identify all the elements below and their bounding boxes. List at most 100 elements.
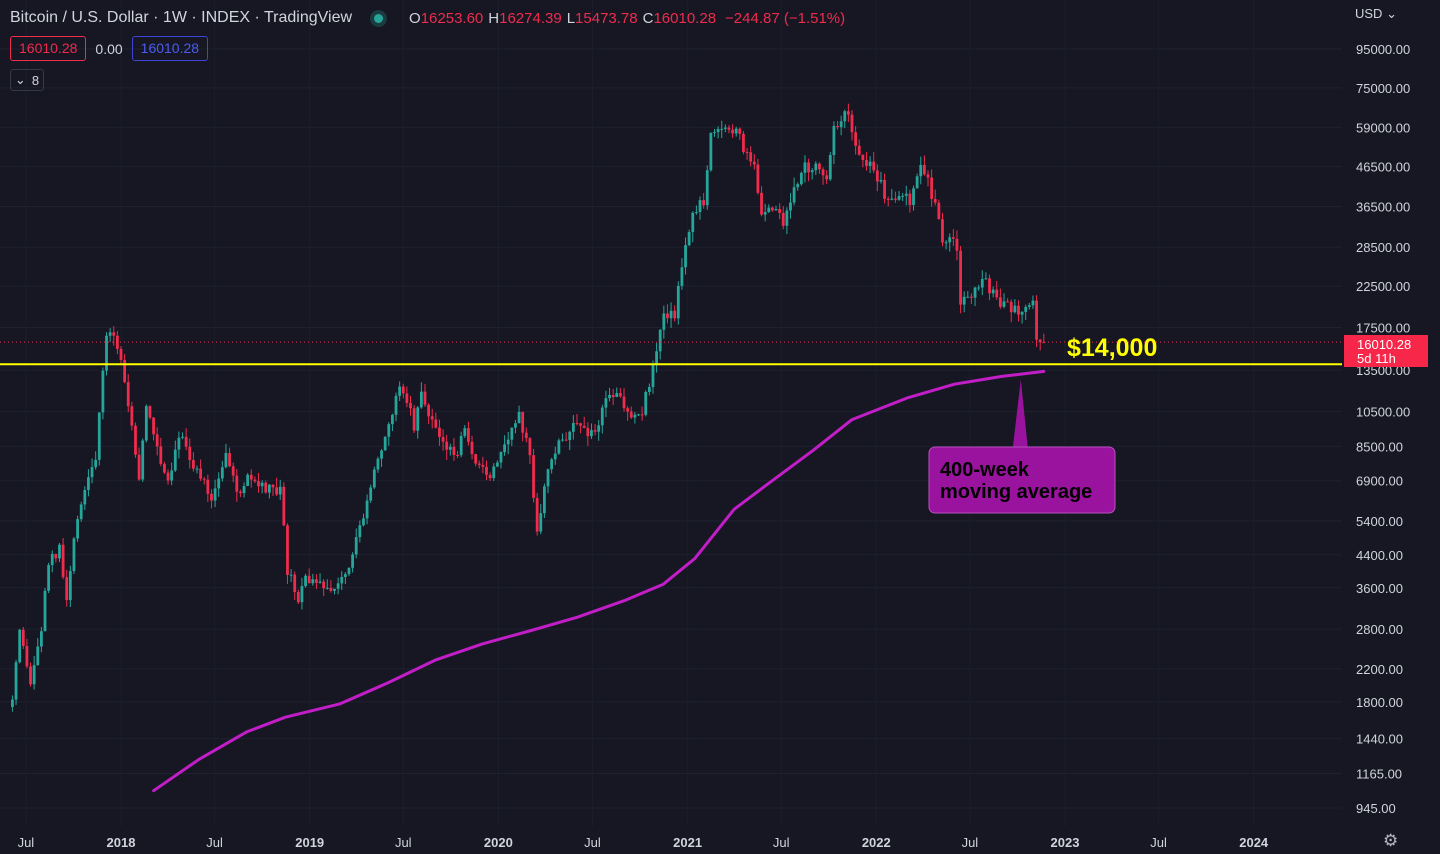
candle [275, 477, 279, 496]
candle [108, 328, 112, 342]
candle [296, 589, 300, 604]
candle-body [362, 518, 365, 526]
candle [65, 569, 69, 607]
candle [575, 414, 579, 426]
candle-body [144, 406, 148, 441]
candle [427, 403, 431, 424]
candle-body [828, 155, 832, 180]
candle-body [275, 487, 279, 495]
candle [586, 422, 590, 446]
candle [702, 193, 706, 209]
candle-body [195, 468, 199, 470]
candle-body [944, 242, 948, 244]
candle [742, 130, 745, 155]
candle [839, 115, 843, 136]
candle [141, 438, 145, 482]
candle [745, 147, 749, 160]
candle [333, 588, 336, 595]
candle [991, 286, 995, 298]
candle [738, 127, 742, 140]
candle-body [499, 452, 503, 463]
candle-body [155, 434, 159, 447]
candle-body [58, 544, 61, 559]
close-label: C [642, 9, 654, 27]
candle [315, 574, 318, 590]
indicators-collapse-button[interactable]: ⌄ 8 [10, 69, 44, 91]
candle-body [347, 567, 351, 575]
market-status-icon[interactable] [374, 13, 384, 23]
ma-badge[interactable]: 16010.28 [131, 36, 209, 61]
candle-body [130, 406, 134, 426]
candle [995, 280, 999, 300]
candle-body [260, 482, 264, 487]
candle-body [123, 359, 127, 383]
candle [1038, 338, 1042, 351]
candle [713, 128, 716, 137]
candle-body [564, 439, 568, 441]
candle-body [770, 207, 774, 211]
price-tick-label: 1165.00 [1356, 767, 1402, 782]
gear-icon[interactable]: ⚙ [1383, 831, 1399, 850]
candle [543, 483, 546, 519]
candle [32, 656, 36, 690]
candle-body [662, 313, 666, 330]
candle [101, 367, 105, 420]
symbol-title[interactable]: Bitcoin / U.S. Dollar · 1W · INDEX · Tra… [10, 9, 353, 26]
candle-body [137, 454, 141, 480]
candle [897, 191, 901, 201]
low-value: 15473.78 [575, 9, 638, 27]
candle-body [365, 500, 369, 519]
candle-body [90, 467, 94, 478]
candle-body [372, 469, 376, 488]
candle-body [745, 151, 749, 153]
candle-body [988, 278, 991, 294]
candle [814, 161, 818, 175]
candle [770, 206, 774, 212]
candle [148, 405, 152, 420]
candle-body [629, 411, 633, 418]
price-tick-label: 36500.00 [1356, 199, 1410, 214]
candle [691, 211, 695, 243]
currency-selector[interactable]: USD ⌄ [1355, 6, 1397, 22]
candle [506, 431, 510, 455]
price-axis[interactable]: 945.00 1165.00 1440.00 1800.00 2200.00 2800.0… [1356, 42, 1410, 816]
candle-body [318, 581, 322, 583]
candle-body [115, 335, 119, 349]
candle-body [687, 232, 691, 246]
candle [474, 453, 478, 467]
candle-body [329, 587, 333, 591]
price-tick-label: 22500.00 [1356, 279, 1410, 294]
high-value: 16274.39 [499, 9, 562, 27]
candle [673, 305, 677, 322]
candle-body [799, 172, 803, 185]
candle [846, 103, 850, 122]
candle [311, 573, 315, 586]
candle [550, 457, 554, 474]
candle-body [1020, 311, 1024, 315]
candle-body [756, 164, 760, 193]
indicator-values: 16010.28 0.00 16010.28 [10, 36, 209, 61]
candle [875, 164, 879, 192]
candle [242, 482, 246, 498]
candle [1009, 299, 1013, 323]
candle-body [731, 129, 734, 134]
candle [944, 240, 948, 250]
candle [1006, 298, 1010, 303]
candle [1042, 333, 1046, 344]
candle-body [973, 287, 977, 298]
candle-body [865, 160, 868, 166]
candle-body [673, 310, 677, 319]
candle [629, 406, 633, 420]
candle [79, 501, 83, 522]
candle [43, 587, 47, 632]
open-label: O [409, 9, 421, 27]
candle-body [937, 202, 941, 220]
candle [970, 293, 973, 304]
candle-body [875, 170, 879, 182]
time-axis[interactable]: Jul 2018 Jul 2019 Jul 2020 Jul 2021 Jul 2022 Jul 20… [18, 835, 1269, 850]
candle [452, 438, 456, 461]
candle [123, 353, 127, 384]
callout-pointer [1012, 379, 1028, 448]
close-badge[interactable]: 16010.28 [10, 36, 87, 61]
